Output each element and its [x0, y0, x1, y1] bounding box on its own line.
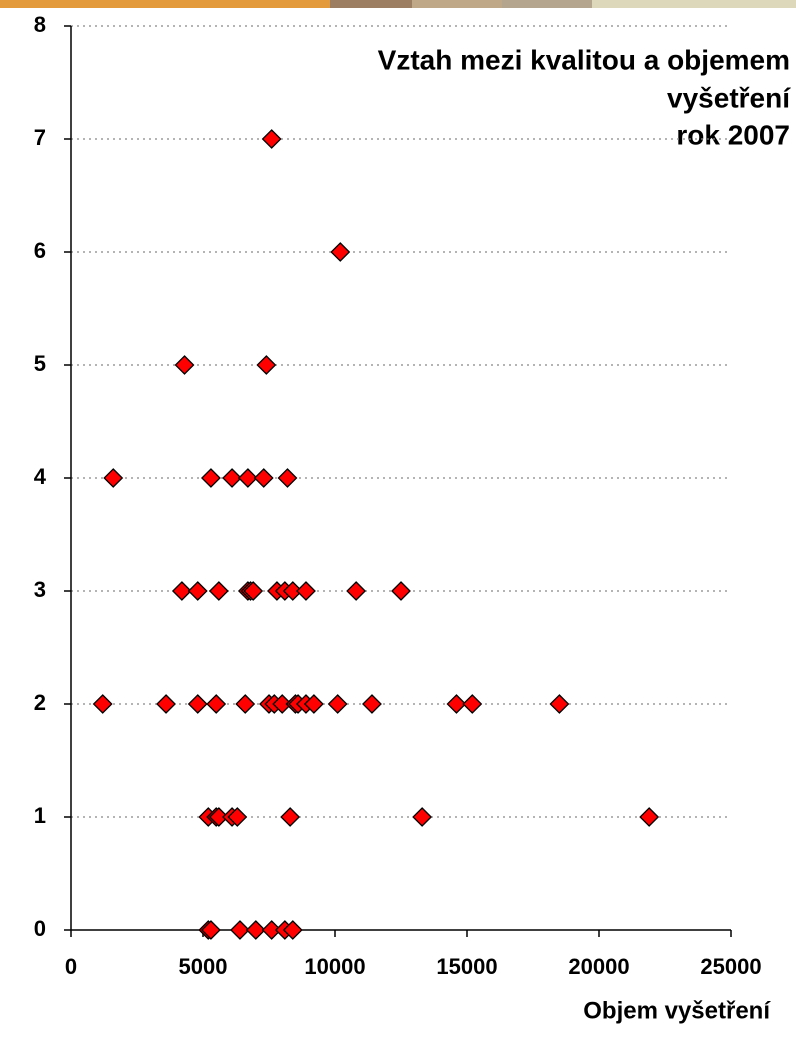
banner-strip	[502, 0, 592, 8]
y-tick-label: 5	[34, 351, 46, 376]
y-tick-label: 7	[34, 125, 46, 150]
data-point	[362, 694, 382, 714]
data-point	[156, 694, 176, 714]
banner-strip	[330, 0, 412, 8]
data-point	[243, 581, 264, 601]
data-point	[235, 694, 256, 714]
data-point	[327, 694, 348, 714]
data-point	[208, 581, 229, 601]
data-point	[549, 694, 570, 714]
data-point	[245, 920, 266, 940]
x-tick-label: 0	[65, 954, 77, 979]
data-point	[296, 581, 316, 601]
x-tick-label: 5000	[179, 954, 228, 979]
y-tick-label: 8	[34, 12, 46, 37]
y-tick-label: 0	[34, 916, 46, 941]
data-point	[208, 807, 229, 827]
data-point	[282, 581, 303, 601]
data-point	[639, 807, 660, 827]
chart-title: Vztah mezi kvalitou a objemem	[378, 44, 790, 75]
data-point	[261, 920, 282, 940]
banner-strip	[412, 0, 502, 8]
data-point	[256, 355, 277, 375]
data-point	[187, 694, 208, 714]
y-tick-label: 4	[34, 464, 47, 489]
x-axis-label: Objem vyšetření	[583, 997, 771, 1024]
y-tick-label: 6	[34, 238, 46, 263]
data-point	[201, 468, 221, 488]
y-tick-label: 1	[34, 803, 46, 828]
data-point	[346, 581, 367, 601]
data-point	[253, 468, 274, 488]
chart-title: rok 2007	[676, 119, 790, 150]
data-point	[230, 920, 250, 940]
x-tick-label: 10000	[304, 954, 365, 979]
banner-strip	[0, 0, 330, 8]
y-tick-label: 2	[34, 690, 46, 715]
data-point	[201, 920, 221, 940]
data-point	[277, 468, 298, 488]
data-point	[261, 129, 282, 149]
data-point	[391, 581, 411, 601]
chart-title: vyšetření	[667, 82, 791, 113]
x-tick-label: 15000	[436, 954, 497, 979]
x-tick-label: 20000	[568, 954, 629, 979]
data-point	[187, 581, 208, 601]
data-point	[206, 694, 227, 714]
data-point	[280, 807, 301, 827]
data-point	[103, 468, 124, 488]
y-tick-label: 3	[34, 577, 46, 602]
data-point	[330, 242, 351, 262]
data-point	[92, 694, 113, 714]
data-point	[227, 807, 248, 827]
data-point	[272, 694, 293, 714]
banner-strip	[592, 0, 796, 8]
data-point	[446, 694, 467, 714]
data-point	[462, 694, 483, 714]
data-point	[303, 694, 324, 714]
data-point	[237, 468, 258, 488]
data-point	[222, 468, 242, 488]
data-point	[412, 807, 433, 827]
x-tick-label: 25000	[700, 954, 761, 979]
data-point	[171, 581, 192, 601]
data-point	[174, 355, 195, 375]
data-point	[282, 920, 303, 940]
